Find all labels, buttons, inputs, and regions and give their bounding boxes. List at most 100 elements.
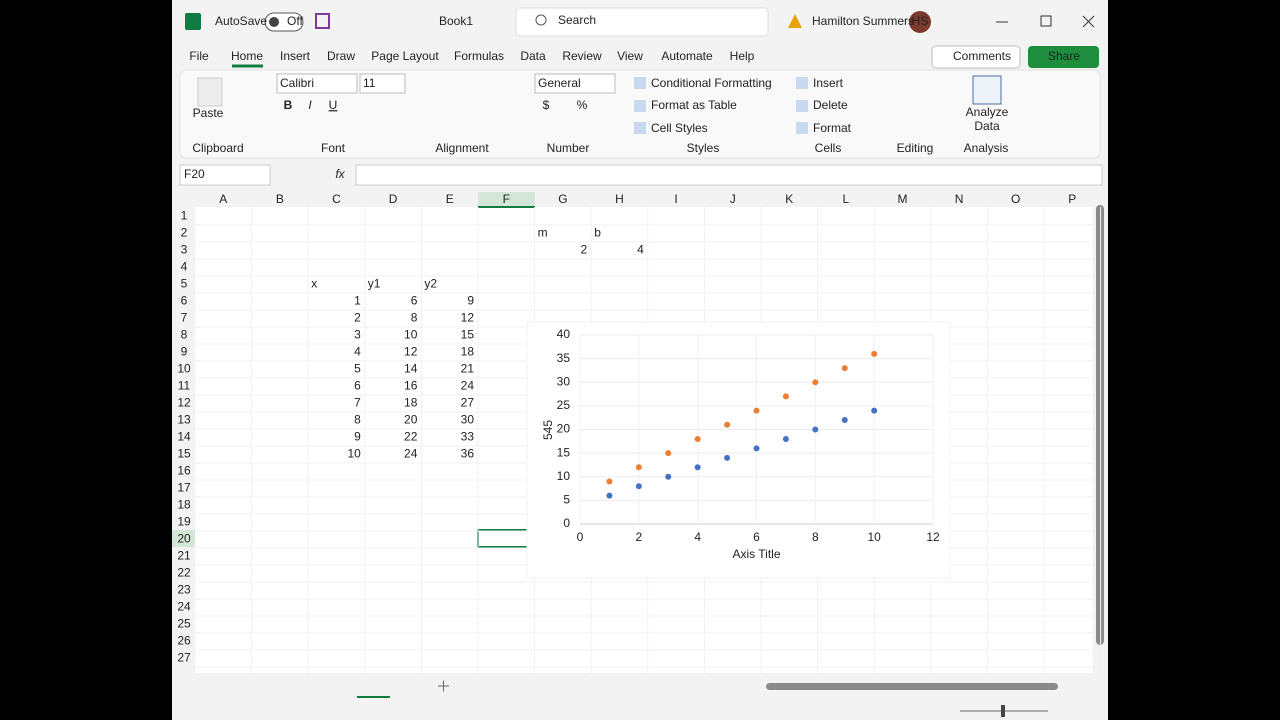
point[interactable] xyxy=(724,421,731,428)
row-header: 25 xyxy=(177,617,191,631)
point[interactable] xyxy=(606,478,613,485)
save-icon[interactable] xyxy=(315,13,330,29)
point[interactable] xyxy=(753,407,760,414)
ribbon-tab[interactable]: Help xyxy=(730,49,755,63)
point[interactable] xyxy=(841,417,848,424)
ribbon-tab[interactable]: Automate xyxy=(661,49,713,63)
point[interactable] xyxy=(753,445,760,452)
column-header: B xyxy=(276,192,284,206)
share-label[interactable]: Share xyxy=(1048,49,1080,63)
ribbon-tab[interactable]: View xyxy=(617,49,643,63)
ribbon-group-label: Cells xyxy=(815,141,842,155)
font-size-box[interactable] xyxy=(359,73,406,94)
v-scrollbar[interactable] xyxy=(1096,205,1104,645)
point[interactable] xyxy=(635,464,642,471)
chart[interactable]: 0 5 10 15 20 25 30 35 40 0 2 4 6 8 10 12 Axis Title 545 xyxy=(526,321,951,579)
delete-button[interactable]: Delete xyxy=(813,98,848,112)
format-button[interactable]: Format xyxy=(813,121,852,135)
row-header: 27 xyxy=(177,651,191,665)
warning-icon xyxy=(788,14,802,28)
ribbon-tab[interactable]: Data xyxy=(520,49,546,63)
y-tick-label: 0 xyxy=(563,516,570,530)
underline-button[interactable]: U xyxy=(329,98,338,112)
analyze-label[interactable]: Analyze xyxy=(966,105,1009,119)
point[interactable] xyxy=(606,492,613,499)
cell: 24 xyxy=(404,447,418,461)
column-header: F xyxy=(503,192,510,206)
zoom-thumb[interactable] xyxy=(1001,705,1005,717)
ribbon-group-label: Number xyxy=(547,141,590,155)
name-box[interactable] xyxy=(179,164,271,186)
cell: 6 xyxy=(411,294,418,308)
maximize[interactable] xyxy=(1040,15,1052,27)
point[interactable] xyxy=(871,350,878,357)
cell: y1 xyxy=(368,277,381,291)
point[interactable] xyxy=(694,435,701,442)
conditional-formatting[interactable]: Conditional Formatting xyxy=(651,76,772,90)
ribbon-tab[interactable]: File xyxy=(189,49,209,63)
chart-area[interactable] xyxy=(526,321,951,579)
cell-styles[interactable]: Cell Styles xyxy=(651,121,708,135)
y-tick-label: 35 xyxy=(557,351,571,365)
point[interactable] xyxy=(812,426,819,433)
point[interactable] xyxy=(665,473,672,480)
paste-icon[interactable] xyxy=(197,77,223,107)
point[interactable] xyxy=(871,407,878,414)
cell: 30 xyxy=(461,413,475,427)
cell: x xyxy=(311,277,317,291)
ribbon-tab[interactable]: Draw xyxy=(327,49,355,63)
percent-button[interactable]: % xyxy=(577,98,588,112)
ribbon-tab[interactable]: Formulas xyxy=(454,49,504,63)
row-header: 11 xyxy=(178,379,191,393)
share-button[interactable] xyxy=(1028,46,1099,68)
point[interactable] xyxy=(782,393,789,400)
ribbon-tab[interactable]: Insert xyxy=(280,49,311,63)
active-row-header xyxy=(172,530,195,547)
ribbon-tab[interactable]: Home xyxy=(231,49,263,63)
cell: 18 xyxy=(461,345,475,359)
point[interactable] xyxy=(782,435,789,442)
avatar[interactable] xyxy=(909,11,931,33)
point[interactable] xyxy=(724,454,731,461)
currency-button[interactable]: $ xyxy=(543,98,550,112)
excel-logo xyxy=(185,13,201,30)
font-name-box[interactable] xyxy=(276,73,358,94)
analyze-label[interactable]: Data xyxy=(974,119,1000,133)
cf-icon xyxy=(634,77,646,89)
comments-label[interactable]: Comments xyxy=(953,49,1011,63)
comments-button[interactable] xyxy=(931,45,1021,69)
h-scrollbar[interactable] xyxy=(766,683,1058,690)
ribbon-tab[interactable]: Page Layout xyxy=(371,49,439,63)
column-header: H xyxy=(615,192,624,206)
point[interactable] xyxy=(812,379,819,386)
formula-input[interactable] xyxy=(355,164,1103,186)
insert-button[interactable]: Insert xyxy=(813,76,844,90)
search-box[interactable] xyxy=(515,7,769,37)
close[interactable] xyxy=(1082,15,1095,28)
ribbon-tab[interactable]: Review xyxy=(562,49,602,63)
column-header: L xyxy=(843,192,850,206)
point[interactable] xyxy=(694,464,701,471)
point[interactable] xyxy=(635,483,642,490)
bold-button[interactable]: B xyxy=(284,98,293,112)
format-as-table[interactable]: Format as Table xyxy=(651,98,737,112)
search-icon xyxy=(535,14,547,26)
point[interactable] xyxy=(665,450,672,457)
analyze-icon[interactable] xyxy=(972,75,1002,105)
cell: y2 xyxy=(424,277,437,291)
point[interactable] xyxy=(841,365,848,372)
number-format-box[interactable] xyxy=(534,73,616,94)
row-header: 9 xyxy=(181,345,188,359)
ribbon-group-label: Font xyxy=(321,141,346,155)
italic-button[interactable]: I xyxy=(308,98,312,112)
number-format: General xyxy=(538,76,581,90)
autosave-label: AutoSave xyxy=(215,14,267,28)
toggle-knob xyxy=(269,17,279,27)
x-tick-label: 12 xyxy=(926,530,940,544)
column-header: O xyxy=(1011,192,1020,206)
font-size: 11 xyxy=(363,76,376,90)
row-header: 3 xyxy=(181,243,188,257)
column-header: K xyxy=(785,192,793,206)
column-header: M xyxy=(898,192,908,206)
